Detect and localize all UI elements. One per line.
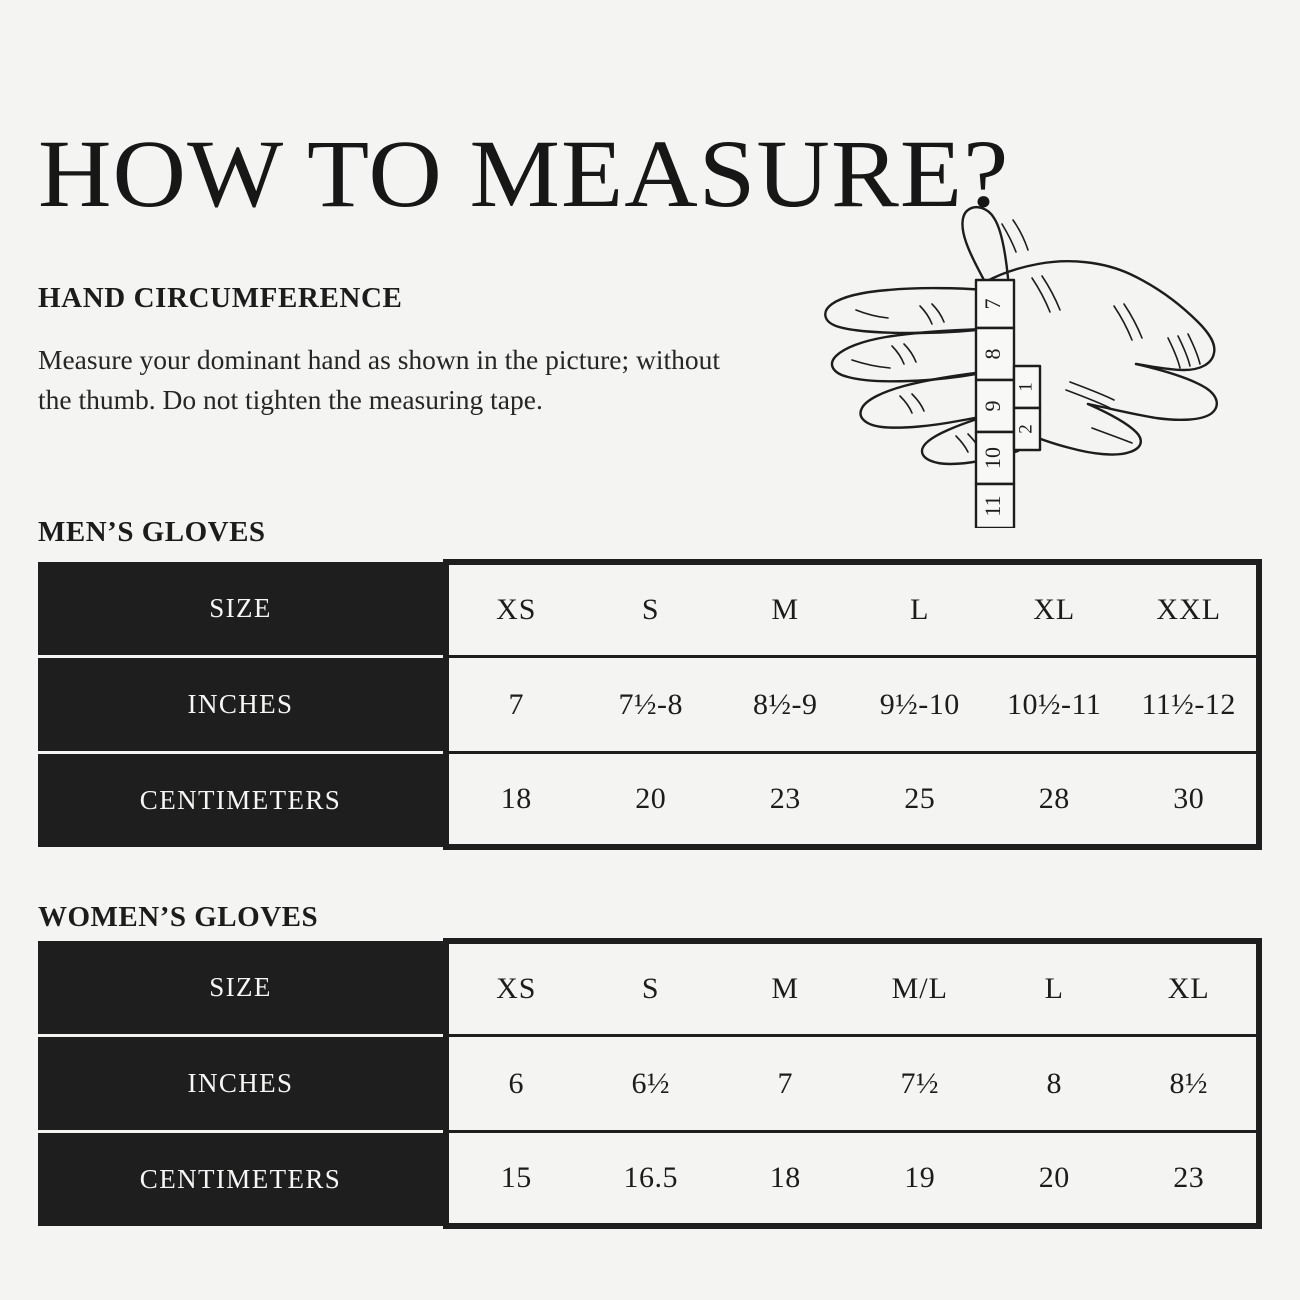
table-cell: XL — [1033, 593, 1076, 626]
table-cell: 6 — [508, 1066, 524, 1100]
table-cell: 25 — [904, 782, 936, 815]
hand-with-measuring-tape-illustration: 7 8 9 10 11 1 2 — [770, 178, 1230, 528]
table-cell: 11½-12 — [1141, 687, 1236, 721]
row-values: 15 16.5 18 19 20 23 — [443, 1130, 1262, 1229]
table-cell: 20 — [1038, 1161, 1070, 1194]
table-row: INCHES 7 7½-8 8½-9 9½-10 10½-11 11½-12 — [38, 655, 1262, 754]
tape-segment-11 — [974, 482, 1016, 528]
table-cell: 8 — [1046, 1066, 1062, 1100]
hand-back-outline — [983, 260, 1216, 372]
row-label: INCHES — [38, 1037, 443, 1130]
tape-mark-10: 10 — [980, 447, 1005, 469]
tape-end-segment-2 — [1012, 406, 1042, 452]
tape-end-segment-1 — [1012, 364, 1042, 410]
row-values: 7 7½-8 8½-9 9½-10 10½-11 11½-12 — [443, 655, 1262, 754]
table-cell: 23 — [1173, 1161, 1205, 1194]
table-cell: 7 — [508, 687, 524, 721]
table-cell: 18 — [769, 1161, 801, 1194]
table-cell: 30 — [1173, 782, 1205, 815]
table-cell: L — [1044, 972, 1064, 1005]
tape-mark-8: 8 — [980, 349, 1005, 360]
hand-circumference-heading: HAND CIRCUMFERENCE — [38, 282, 403, 315]
table-cell: 28 — [1038, 782, 1070, 815]
row-label: SIZE — [38, 941, 443, 1034]
table-cell: 15 — [500, 1161, 532, 1194]
table-cell: S — [641, 593, 660, 626]
tape-end-mark-2: 2 — [1015, 424, 1036, 434]
table-row: CENTIMETERS 18 20 23 25 28 30 — [38, 751, 1262, 850]
table-row: SIZE XS S M L XL XXL — [38, 559, 1262, 658]
table-cell: XXL — [1156, 593, 1222, 626]
row-values: 6 6½ 7 7½ 8 8½ — [443, 1034, 1262, 1133]
table-cell: 16.5 — [623, 1161, 678, 1194]
table-cell: M — [771, 593, 800, 626]
row-label: INCHES — [38, 658, 443, 751]
table-cell: 19 — [904, 1161, 936, 1194]
mens-gloves-size-table: SIZE XS S M L XL XXL INCHES 7 7½-8 8½-9 … — [38, 559, 1262, 850]
tape-segment-7 — [974, 278, 1016, 330]
wrist-outline — [1086, 362, 1218, 422]
table-cell: 8½ — [1169, 1066, 1208, 1100]
womens-gloves-size-table: SIZE XS S M M/L L XL INCHES 6 6½ 7 7½ 8 … — [38, 938, 1262, 1229]
tape-segment-10 — [974, 430, 1016, 486]
table-cell: XS — [496, 972, 537, 1005]
row-values: 18 20 23 25 28 30 — [443, 751, 1262, 850]
table-cell: 7 — [777, 1066, 793, 1100]
tape-segment-8 — [974, 326, 1016, 382]
row-label: CENTIMETERS — [38, 1133, 443, 1226]
table-cell: 6½ — [631, 1066, 670, 1100]
table-cell: 7½-8 — [618, 687, 683, 721]
tape-end-mark-1: 1 — [1015, 382, 1036, 392]
table-cell: M — [771, 972, 800, 1005]
table-cell: L — [910, 593, 930, 626]
thumb-outline — [961, 206, 1010, 284]
tape-mark-9: 9 — [980, 401, 1005, 412]
row-label: SIZE — [38, 562, 443, 655]
table-cell: S — [641, 972, 660, 1005]
measuring-tape — [974, 278, 1042, 528]
page-title: HOW TO MEASURE? — [38, 120, 1010, 228]
hand-circumference-description: Measure your dominant hand as shown in t… — [38, 343, 721, 416]
womens-gloves-heading: WOMEN’S GLOVES — [38, 901, 319, 934]
hand-shading-lines — [851, 219, 1201, 453]
table-cell: 23 — [769, 782, 801, 815]
table-cell: 10½-11 — [1007, 687, 1102, 721]
tape-mark-11: 11 — [980, 495, 1005, 516]
table-cell: 7½ — [900, 1066, 939, 1100]
table-row: CENTIMETERS 15 16.5 18 19 20 23 — [38, 1130, 1262, 1229]
row-values: XS S M L XL XXL — [443, 559, 1262, 658]
tape-mark-7: 7 — [980, 299, 1005, 310]
table-cell: 18 — [500, 782, 532, 815]
table-row: SIZE XS S M M/L L XL — [38, 938, 1262, 1037]
table-row: INCHES 6 6½ 7 7½ 8 8½ — [38, 1034, 1262, 1133]
table-cell: 8½-9 — [753, 687, 818, 721]
mens-gloves-heading: MEN’S GLOVES — [38, 516, 266, 549]
table-cell: M/L — [891, 972, 948, 1005]
ring-finger — [859, 369, 1016, 429]
table-cell: 9½-10 — [879, 687, 960, 721]
index-finger — [824, 286, 987, 335]
table-cell: XS — [496, 593, 537, 626]
table-cell: XL — [1167, 972, 1210, 1005]
table-cell: 20 — [635, 782, 667, 815]
hand-heel-outline — [1016, 402, 1142, 456]
pinky-finger — [920, 406, 1020, 466]
row-values: XS S M M/L L XL — [443, 938, 1262, 1037]
row-label: CENTIMETERS — [38, 754, 443, 847]
measuring-tape-numbers: 7 8 9 10 11 1 2 — [980, 299, 1036, 517]
